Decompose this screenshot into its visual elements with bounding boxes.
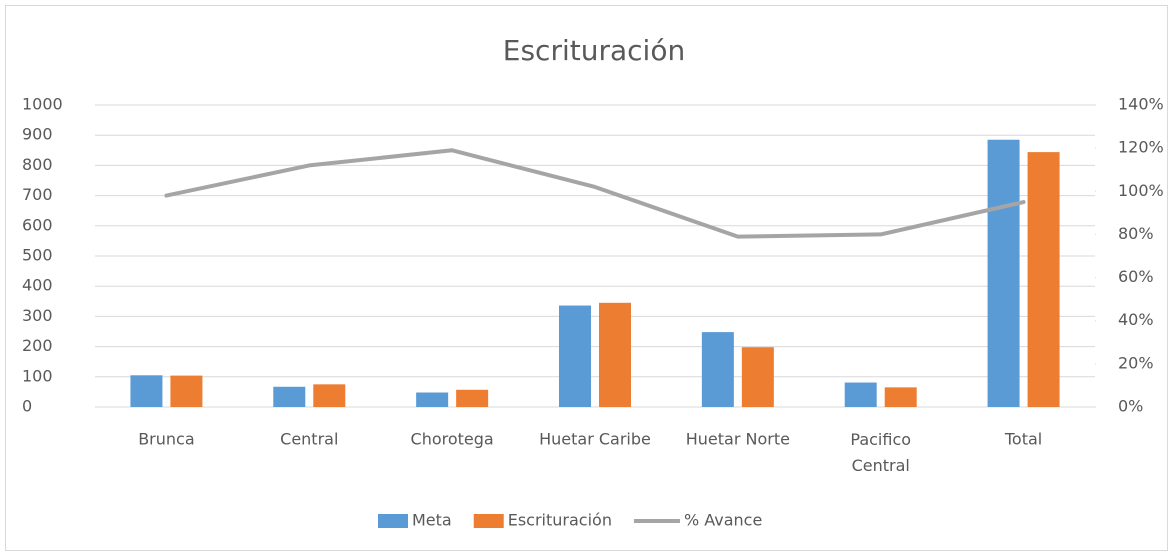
y2-tick-label: 0% xyxy=(1118,397,1143,416)
x-tick-label: Huetar Caribe xyxy=(539,430,651,449)
y-tick-label: 600 xyxy=(22,215,53,234)
bar xyxy=(559,305,591,407)
y-tick-label: 500 xyxy=(22,246,53,265)
chart-title: Escrituración xyxy=(503,34,685,67)
legend-label: Escrituración xyxy=(508,511,612,530)
y-tick-label: 100 xyxy=(22,366,53,385)
y-tick-label: 900 xyxy=(22,125,53,144)
y2-tick-label: 40% xyxy=(1118,310,1154,329)
y-tick-label: 700 xyxy=(22,185,53,204)
bar xyxy=(313,384,346,407)
y-tick-label: 0 xyxy=(22,397,32,416)
y2-tick-label: 100% xyxy=(1118,181,1164,200)
bar xyxy=(1027,152,1060,407)
y-tick-label: 200 xyxy=(22,336,53,355)
bar xyxy=(599,302,631,407)
chart-border xyxy=(5,5,1168,551)
y-tick-label: 300 xyxy=(22,306,53,325)
y-tick-label: 1000 xyxy=(22,95,63,114)
bar xyxy=(844,382,877,407)
x-tick-label: Huetar Norte xyxy=(686,430,790,449)
y2-tick-label: 20% xyxy=(1118,353,1154,372)
y-tick-label: 400 xyxy=(22,276,53,295)
legend-label: % Avance xyxy=(684,511,762,530)
x-tick-label: Total xyxy=(1004,430,1042,449)
bar xyxy=(987,139,1020,408)
bar xyxy=(130,375,163,407)
x-tick-label: Chorotega xyxy=(411,430,494,449)
legend-label: Meta xyxy=(412,511,452,530)
bar xyxy=(416,392,449,407)
bar xyxy=(273,386,306,407)
bar xyxy=(741,347,774,407)
y2-tick-label: 120% xyxy=(1118,138,1164,157)
bar xyxy=(701,332,734,407)
bar xyxy=(170,375,203,407)
x-tick-label: Central xyxy=(280,430,338,449)
y2-tick-label: 140% xyxy=(1118,95,1164,114)
x-tick-label: Brunca xyxy=(138,430,194,449)
y-tick-label: 800 xyxy=(22,155,53,174)
legend-swatch xyxy=(473,514,504,528)
legend-swatch xyxy=(378,514,408,528)
bar xyxy=(884,387,917,407)
x-tick-label: Pacifico Central xyxy=(850,430,911,475)
bar xyxy=(456,389,489,407)
line-series xyxy=(164,148,1026,239)
y2-tick-label: 80% xyxy=(1118,224,1154,243)
y2-tick-label: 60% xyxy=(1118,267,1154,286)
